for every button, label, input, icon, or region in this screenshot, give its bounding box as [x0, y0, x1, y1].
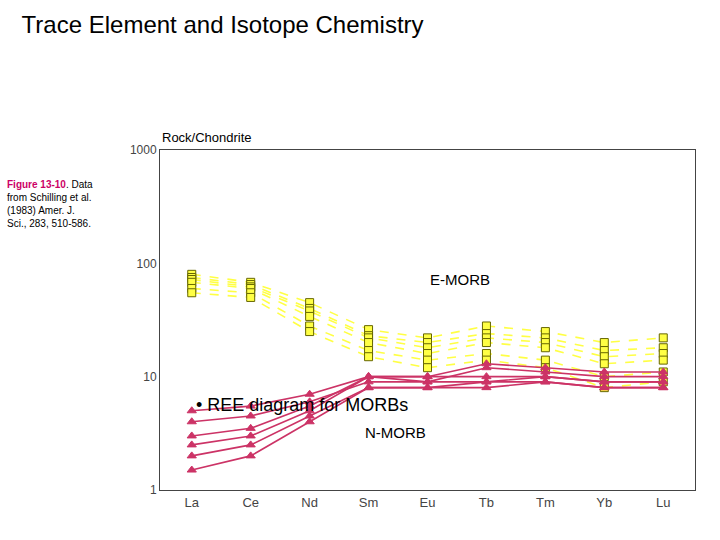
svg-text:• REE diagram for MORBs: • REE diagram for MORBs: [196, 395, 408, 415]
svg-text:Sm: Sm: [359, 495, 379, 510]
svg-text:Tm: Tm: [536, 495, 555, 510]
svg-text:100: 100: [137, 257, 157, 271]
svg-text:Ce: Ce: [242, 495, 259, 510]
svg-text:Nd: Nd: [301, 495, 318, 510]
svg-text:1000: 1000: [130, 143, 157, 157]
svg-text:1: 1: [150, 483, 157, 497]
svg-text:La: La: [185, 495, 200, 510]
svg-text:Rock/Chondrite: Rock/Chondrite: [162, 130, 252, 145]
svg-text:10: 10: [143, 370, 157, 384]
svg-text:Eu: Eu: [420, 495, 436, 510]
svg-text:E-MORB: E-MORB: [430, 271, 490, 288]
svg-text:Yb: Yb: [596, 495, 612, 510]
svg-text:Figure 13-10. Datafrom Schilli: Figure 13-10. Datafrom Schilling et al.(…: [7, 179, 93, 229]
svg-text:Lu: Lu: [656, 495, 670, 510]
svg-text:Tb: Tb: [479, 495, 494, 510]
svg-text:Trace Element and Isotope Chem: Trace Element and Isotope Chemistry: [22, 11, 424, 38]
svg-text:N-MORB: N-MORB: [365, 424, 426, 441]
